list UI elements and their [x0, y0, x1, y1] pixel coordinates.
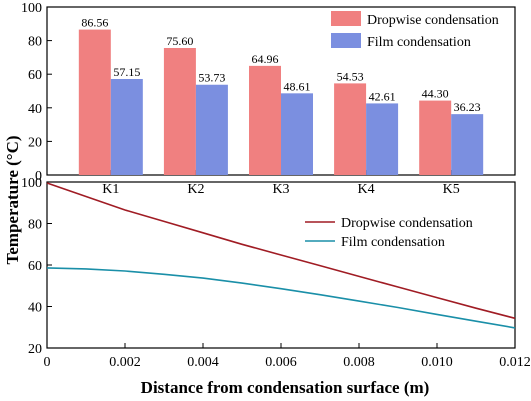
- y-tick-label: 0: [35, 169, 42, 184]
- data-label: 86.56: [81, 16, 108, 30]
- x-tick-label: K4: [358, 182, 375, 197]
- legend-label: Dropwise condensation: [341, 216, 473, 231]
- data-label: 57.15: [113, 65, 140, 79]
- bar: [334, 83, 367, 175]
- x-tick-label: 0.008: [343, 355, 375, 370]
- legend-swatch: [331, 33, 361, 48]
- data-label: 53.73: [198, 71, 225, 85]
- legend-label: Dropwise condensation: [367, 13, 499, 28]
- y-tick-label: 60: [28, 259, 42, 274]
- y-tick-label: 100: [21, 176, 42, 191]
- bar-chart: 0 20 40 60 80 100 K1 86.56 57.15 K2 75.60 53.73 K3 64…: [21, 1, 516, 197]
- x-tick-label: 0.010: [421, 355, 453, 370]
- data-label: 48.61: [284, 79, 311, 93]
- line-chart: 20 40 60 80 100 0 0.002 0.004 0.006 0.008 0.010 0.0…: [21, 176, 531, 370]
- bar: [451, 114, 484, 175]
- y-tick-label: 20: [28, 135, 42, 150]
- data-label: 42.61: [369, 89, 396, 103]
- x-tick-label: 0: [44, 355, 51, 370]
- data-label: 44.30: [422, 87, 449, 101]
- legend-swatch: [331, 11, 361, 26]
- bar: [110, 78, 143, 175]
- series-line: [46, 182, 516, 320]
- series-line: [46, 267, 516, 329]
- bar: [195, 84, 228, 175]
- x-tick-label: 0.002: [109, 355, 141, 370]
- data-label: 75.60: [166, 34, 193, 48]
- y-tick-label: 80: [28, 218, 42, 233]
- legend-label: Film condensation: [341, 235, 445, 250]
- data-label: 64.96: [252, 52, 279, 66]
- x-tick-label: K3: [272, 182, 289, 197]
- x-axis-title: Distance from condensation surface (m): [141, 378, 430, 397]
- y-tick-label: 80: [28, 35, 42, 50]
- y-tick-label: 40: [28, 102, 42, 117]
- bar: [163, 47, 196, 175]
- y-axis-title: Temperature (°C): [3, 135, 22, 264]
- x-tick-label: 0.012: [499, 355, 531, 370]
- x-tick-label: K5: [443, 182, 460, 197]
- bar: [78, 29, 111, 176]
- x-tick-label: 0.006: [265, 355, 297, 370]
- data-label: 54.53: [337, 69, 364, 83]
- x-tick-label: 0.004: [187, 355, 219, 370]
- bar: [281, 93, 313, 175]
- y-tick-label: 60: [28, 68, 42, 83]
- x-tick-label: K1: [102, 182, 119, 197]
- data-label: 36.23: [454, 100, 481, 114]
- bar: [249, 65, 281, 175]
- bar: [366, 103, 399, 175]
- y-tick-label: 20: [28, 342, 42, 357]
- y-tick-label: 40: [28, 301, 42, 316]
- y-tick-label: 100: [21, 1, 42, 16]
- bar: [419, 100, 452, 175]
- legend-label: Film condensation: [367, 35, 471, 50]
- x-tick-label: K2: [187, 182, 204, 197]
